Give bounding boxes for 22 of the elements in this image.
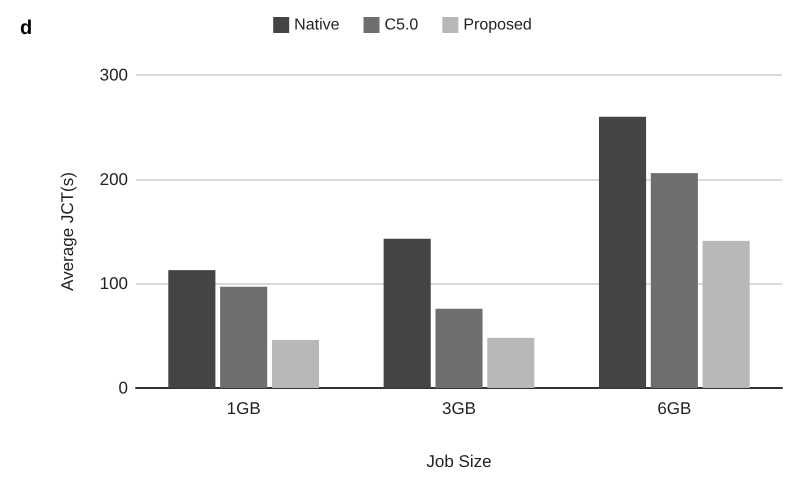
y-tick-label: 0 xyxy=(118,378,128,398)
text: d xyxy=(20,17,32,39)
bar xyxy=(487,338,534,388)
bar xyxy=(650,173,698,388)
y-axis-title: Average JCT(s) xyxy=(58,172,77,291)
bar xyxy=(702,240,750,388)
bar xyxy=(384,238,431,388)
legend-label: C5.0 xyxy=(384,16,418,34)
bar xyxy=(272,340,320,388)
x-tick-label: 1GB xyxy=(226,399,261,418)
bar xyxy=(168,270,216,388)
legend-label: Proposed xyxy=(463,16,532,34)
bar xyxy=(220,286,268,388)
y-tick-label: 300 xyxy=(100,66,128,84)
bar xyxy=(435,308,483,388)
x-axis-title: Job Size xyxy=(426,452,492,471)
bar xyxy=(598,116,646,388)
y-tick-label: 200 xyxy=(100,170,128,189)
y-tick-label: 100 xyxy=(100,274,128,294)
x-tick-label: 6GB xyxy=(657,399,692,418)
legend-label: Native xyxy=(294,16,340,34)
x-tick-label: 3GB xyxy=(442,399,476,418)
